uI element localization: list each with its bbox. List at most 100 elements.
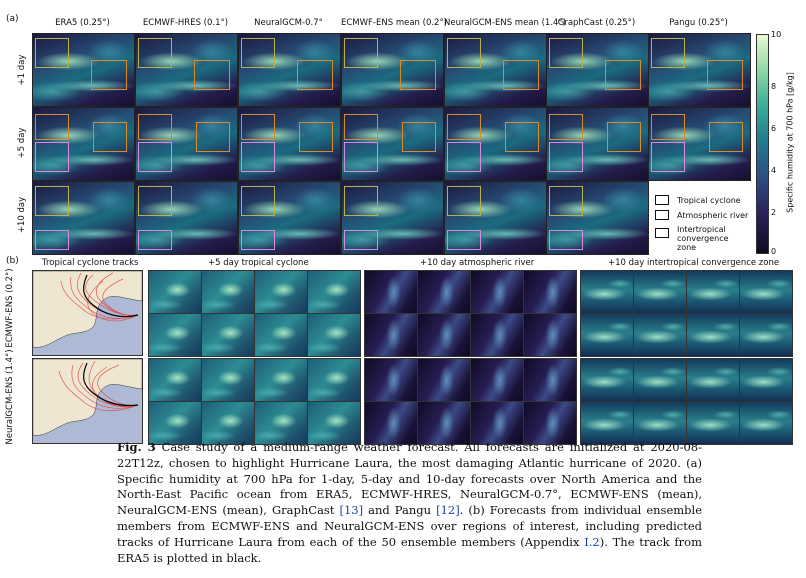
itcz-box (241, 230, 275, 250)
humidity-map (444, 33, 547, 107)
caption-text-3: . (b) Forecasts from individual ensemble… (117, 503, 703, 549)
column-header: ERA5 (0.25°) (55, 18, 110, 28)
tc-box (299, 122, 333, 152)
ar-tile (417, 401, 471, 445)
caption-text-4: ). The track from ERA5 is plotted in bla… (117, 534, 702, 565)
itcz-box (651, 142, 685, 172)
title-10day-itcz: +10 day intertropical convergence zone (608, 258, 780, 268)
tc-tile (307, 358, 361, 402)
humidity-map (444, 107, 547, 181)
ar-tile (364, 270, 418, 314)
itcz-tile (633, 313, 687, 357)
tc-tile (201, 401, 255, 445)
ar-tile (523, 313, 577, 357)
tc-box (651, 114, 685, 140)
humidity-map (32, 33, 135, 107)
itcz-tile (580, 270, 634, 314)
humidity-map (135, 181, 238, 255)
ar-box (344, 38, 378, 68)
caption-ref-pangu[interactable]: [12] (436, 503, 460, 518)
tc-box (138, 114, 172, 140)
ar-box (35, 38, 69, 68)
ar-box (447, 186, 481, 216)
itcz-box (35, 230, 69, 250)
tc-tile (307, 313, 361, 357)
tc-box (344, 114, 378, 140)
itcz-tile (686, 313, 740, 357)
tc-tile (148, 358, 202, 402)
tc-box (503, 60, 539, 90)
title-5day-tc: +5 day tropical cyclone (208, 258, 309, 268)
tc-box (707, 60, 743, 90)
figure-caption: Fig. 3 Case study of a medium-range weat… (117, 440, 702, 566)
itcz-box (447, 230, 481, 250)
tc-tracks-ecmwf (32, 270, 143, 356)
itcz-tile (739, 313, 793, 357)
itcz-tile (633, 358, 687, 402)
colorbar-tick: 6 (771, 124, 777, 133)
colorbar-tick: 0 (771, 247, 777, 256)
itcz-box (138, 142, 172, 172)
ar-tile (470, 270, 524, 314)
legend-swatch-tc (655, 195, 669, 205)
column-header: GraphCast (0.25°) (557, 18, 636, 28)
humidity-map (238, 33, 341, 107)
humidity-map (648, 107, 751, 181)
column-header: NeuralGCM-ENS mean (1.4°) (444, 18, 566, 28)
column-header: Pangu (0.25°) (669, 18, 728, 28)
humidity-map (444, 181, 547, 255)
itcz-tile (580, 358, 634, 402)
ar-box (241, 38, 275, 68)
caption-text-2: and Pangu (363, 503, 437, 518)
legend-itcz: Intertropical convergence zone (677, 225, 729, 252)
ar-box (241, 186, 275, 216)
itcz-tile (633, 270, 687, 314)
tc-box (709, 122, 743, 152)
ar-tile (470, 313, 524, 357)
itcz-tile (633, 401, 687, 445)
tc-box (241, 114, 275, 140)
tc-tile (201, 270, 255, 314)
tc-tile (254, 358, 308, 402)
itcz-tile (686, 270, 740, 314)
row-label-1day: +1 day (17, 54, 27, 86)
tc-box (35, 114, 69, 140)
tc-box (402, 122, 436, 152)
tc-tile (254, 313, 308, 357)
humidity-map (238, 181, 341, 255)
tc-tile (254, 270, 308, 314)
humidity-map (238, 107, 341, 181)
humidity-map (546, 107, 649, 181)
tc-box (605, 60, 641, 90)
tc-box (297, 60, 333, 90)
legend-swatch-itcz (655, 228, 669, 238)
ar-tile (470, 358, 524, 402)
humidity-map (32, 181, 135, 255)
tc-tile (201, 313, 255, 357)
humidity-map (341, 181, 444, 255)
ar-box (549, 38, 583, 68)
itcz-tile (739, 401, 793, 445)
colorbar (756, 34, 769, 254)
ar-box (35, 186, 69, 216)
ar-tile (364, 358, 418, 402)
itcz-box (344, 142, 378, 172)
ar-box (447, 38, 481, 68)
ar-tile (417, 313, 471, 357)
ar-tile (417, 358, 471, 402)
ar-box (138, 38, 172, 68)
caption-text-1: Case study of a medium-range weather for… (117, 440, 702, 518)
tc-box (549, 114, 583, 140)
itcz-box (138, 230, 172, 250)
itcz-box (447, 142, 481, 172)
humidity-map (32, 107, 135, 181)
colorbar-tick: 4 (771, 166, 777, 175)
caption-ref-graphcast[interactable]: [13] (339, 503, 364, 518)
colorbar-tick: 2 (771, 208, 777, 217)
caption-ref-appendix[interactable]: I.2 (584, 534, 600, 549)
tc-box (607, 122, 641, 152)
row-label-10day: +10 day (17, 196, 27, 234)
ar-tile (364, 313, 418, 357)
humidity-map (341, 107, 444, 181)
itcz-tile (580, 313, 634, 357)
